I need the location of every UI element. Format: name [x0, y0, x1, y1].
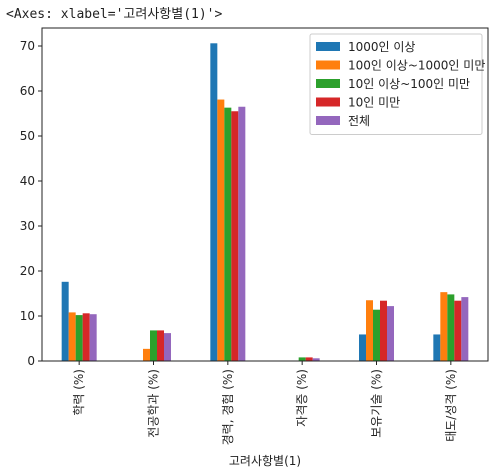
legend-label-2: 100인 이상~1000인 미만 — [348, 59, 485, 73]
bar-5-3 — [238, 106, 246, 361]
bar-4-1 — [82, 313, 90, 361]
bar-5-6 — [461, 297, 469, 361]
bar-4-5 — [380, 300, 387, 361]
bar-2-5 — [366, 300, 373, 361]
bar-2-1 — [68, 312, 76, 361]
x-axis: 학력 (%) 전공학과 (%) 경력, 경험 (%) 자격증 (%) 보유기술 (%) 태… — [72, 361, 458, 445]
bar-1-5 — [359, 334, 366, 361]
x-axis-label: 고려사항별(1) — [229, 454, 301, 468]
bars-group — [61, 43, 469, 362]
bar-5-1 — [89, 314, 97, 361]
bar-1-6 — [433, 334, 441, 361]
legend: 1000인 이상 100인 이상~1000인 미만 10인 이상~100인 미만 10… — [309, 33, 485, 135]
y-tick-label-3: 30 — [20, 219, 35, 233]
legend-label-1: 1000인 이상 — [348, 40, 415, 54]
bar-3-4 — [298, 357, 306, 361]
legend-swatch-2 — [316, 60, 340, 70]
bar-5-2 — [164, 333, 171, 361]
x-tick-label-3: 자격증 (%) — [295, 369, 309, 427]
y-axis: 0 10 20 30 40 50 60 70 — [20, 39, 42, 368]
y-tick-label-6: 60 — [20, 84, 35, 98]
legend-label-3: 10인 이상~100인 미만 — [348, 77, 470, 91]
y-tick-label-4: 40 — [20, 174, 35, 188]
axes-repr-text: <Axes: xlabel='고려사항별(1)'> — [6, 7, 223, 22]
legend-swatch-4 — [316, 97, 340, 107]
y-tick-label-2: 20 — [20, 264, 35, 278]
bar-1-1 — [61, 281, 69, 361]
bar-2-2 — [143, 348, 150, 361]
bar-5-4 — [312, 358, 320, 361]
y-tick-label-5: 50 — [20, 129, 35, 143]
bar-3-3 — [224, 107, 232, 362]
bar-3-6 — [447, 294, 455, 361]
x-tick-label-1: 전공학과 (%) — [147, 369, 161, 438]
y-tick-label-7: 70 — [20, 39, 35, 53]
x-tick-label-0: 학력 (%) — [72, 369, 86, 416]
legend-swatch-3 — [316, 79, 340, 88]
bar-4-2 — [157, 330, 164, 361]
legend-box — [309, 33, 483, 135]
bar-3-1 — [75, 315, 83, 361]
legend-label-5: 전체 — [348, 114, 370, 128]
legend-swatch-5 — [316, 116, 340, 125]
x-tick-label-4: 보유기술 (%) — [370, 369, 384, 438]
y-tick-label-0: 0 — [27, 354, 35, 368]
bar-3-5 — [373, 309, 380, 361]
bar-4-4 — [305, 357, 313, 361]
bar-4-3 — [231, 111, 239, 361]
bar-2-3 — [217, 99, 225, 362]
bar-1-3 — [210, 43, 218, 362]
bar-5-5 — [387, 306, 394, 361]
plot-frame — [41, 27, 489, 362]
legend-swatch-1 — [316, 42, 340, 51]
x-tick-label-2: 경력, 경험 (%) — [221, 369, 235, 445]
y-tick-label-1: 10 — [20, 309, 35, 323]
bar-2-6 — [440, 292, 448, 361]
legend-label-4: 10인 미만 — [348, 96, 400, 110]
bar-3-2 — [150, 330, 157, 361]
bar-4-6 — [454, 300, 462, 361]
x-tick-label-5: 태도/성격 (%) — [444, 369, 458, 442]
